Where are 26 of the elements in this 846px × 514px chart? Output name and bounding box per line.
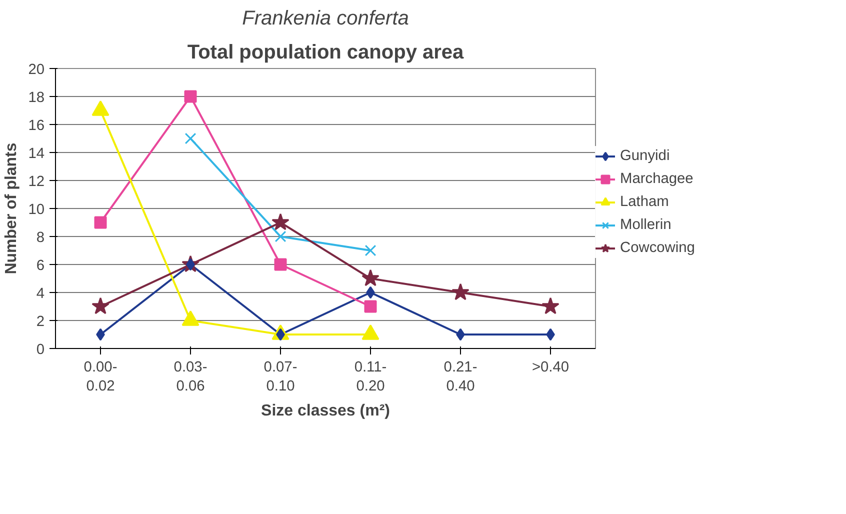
legend-label: Cowcowing bbox=[620, 240, 695, 256]
y-tick-label: 12 bbox=[28, 174, 45, 190]
legend-label: Marchagee bbox=[620, 171, 694, 187]
y-tick-label: 10 bbox=[28, 202, 45, 218]
x-tick-label: 0.21-0.40 bbox=[444, 360, 478, 395]
y-tick-label: 2 bbox=[36, 314, 45, 330]
x-tick-label: 0.11-0.20 bbox=[354, 360, 387, 395]
y-tick-label: 14 bbox=[28, 146, 45, 162]
chart-title: Frankenia conferta bbox=[242, 8, 409, 30]
x-tick-label: 0.00-0.02 bbox=[84, 360, 118, 395]
y-axis-title: Number of plants bbox=[3, 142, 20, 274]
chart-subtitle: Total population canopy area bbox=[187, 42, 465, 64]
y-tick-label: 0 bbox=[36, 342, 45, 358]
y-tick-label: 6 bbox=[36, 258, 45, 274]
y-tick-label: 4 bbox=[36, 286, 45, 302]
x-tick-label: 0.03-0.06 bbox=[174, 360, 208, 395]
legend-label: Mollerin bbox=[620, 217, 672, 233]
y-tick-label: 18 bbox=[28, 90, 45, 106]
y-tick-label: 20 bbox=[28, 62, 45, 78]
x-axis-title: Size classes (m²) bbox=[261, 402, 390, 420]
legend-label: Latham bbox=[620, 194, 669, 210]
y-tick-label: 8 bbox=[36, 230, 45, 246]
x-tick-label: >0.40 bbox=[532, 360, 570, 376]
x-tick-label: 0.07-0.10 bbox=[264, 360, 298, 395]
legend-label: Gunyidi bbox=[620, 148, 670, 164]
y-tick-label: 16 bbox=[28, 118, 45, 134]
